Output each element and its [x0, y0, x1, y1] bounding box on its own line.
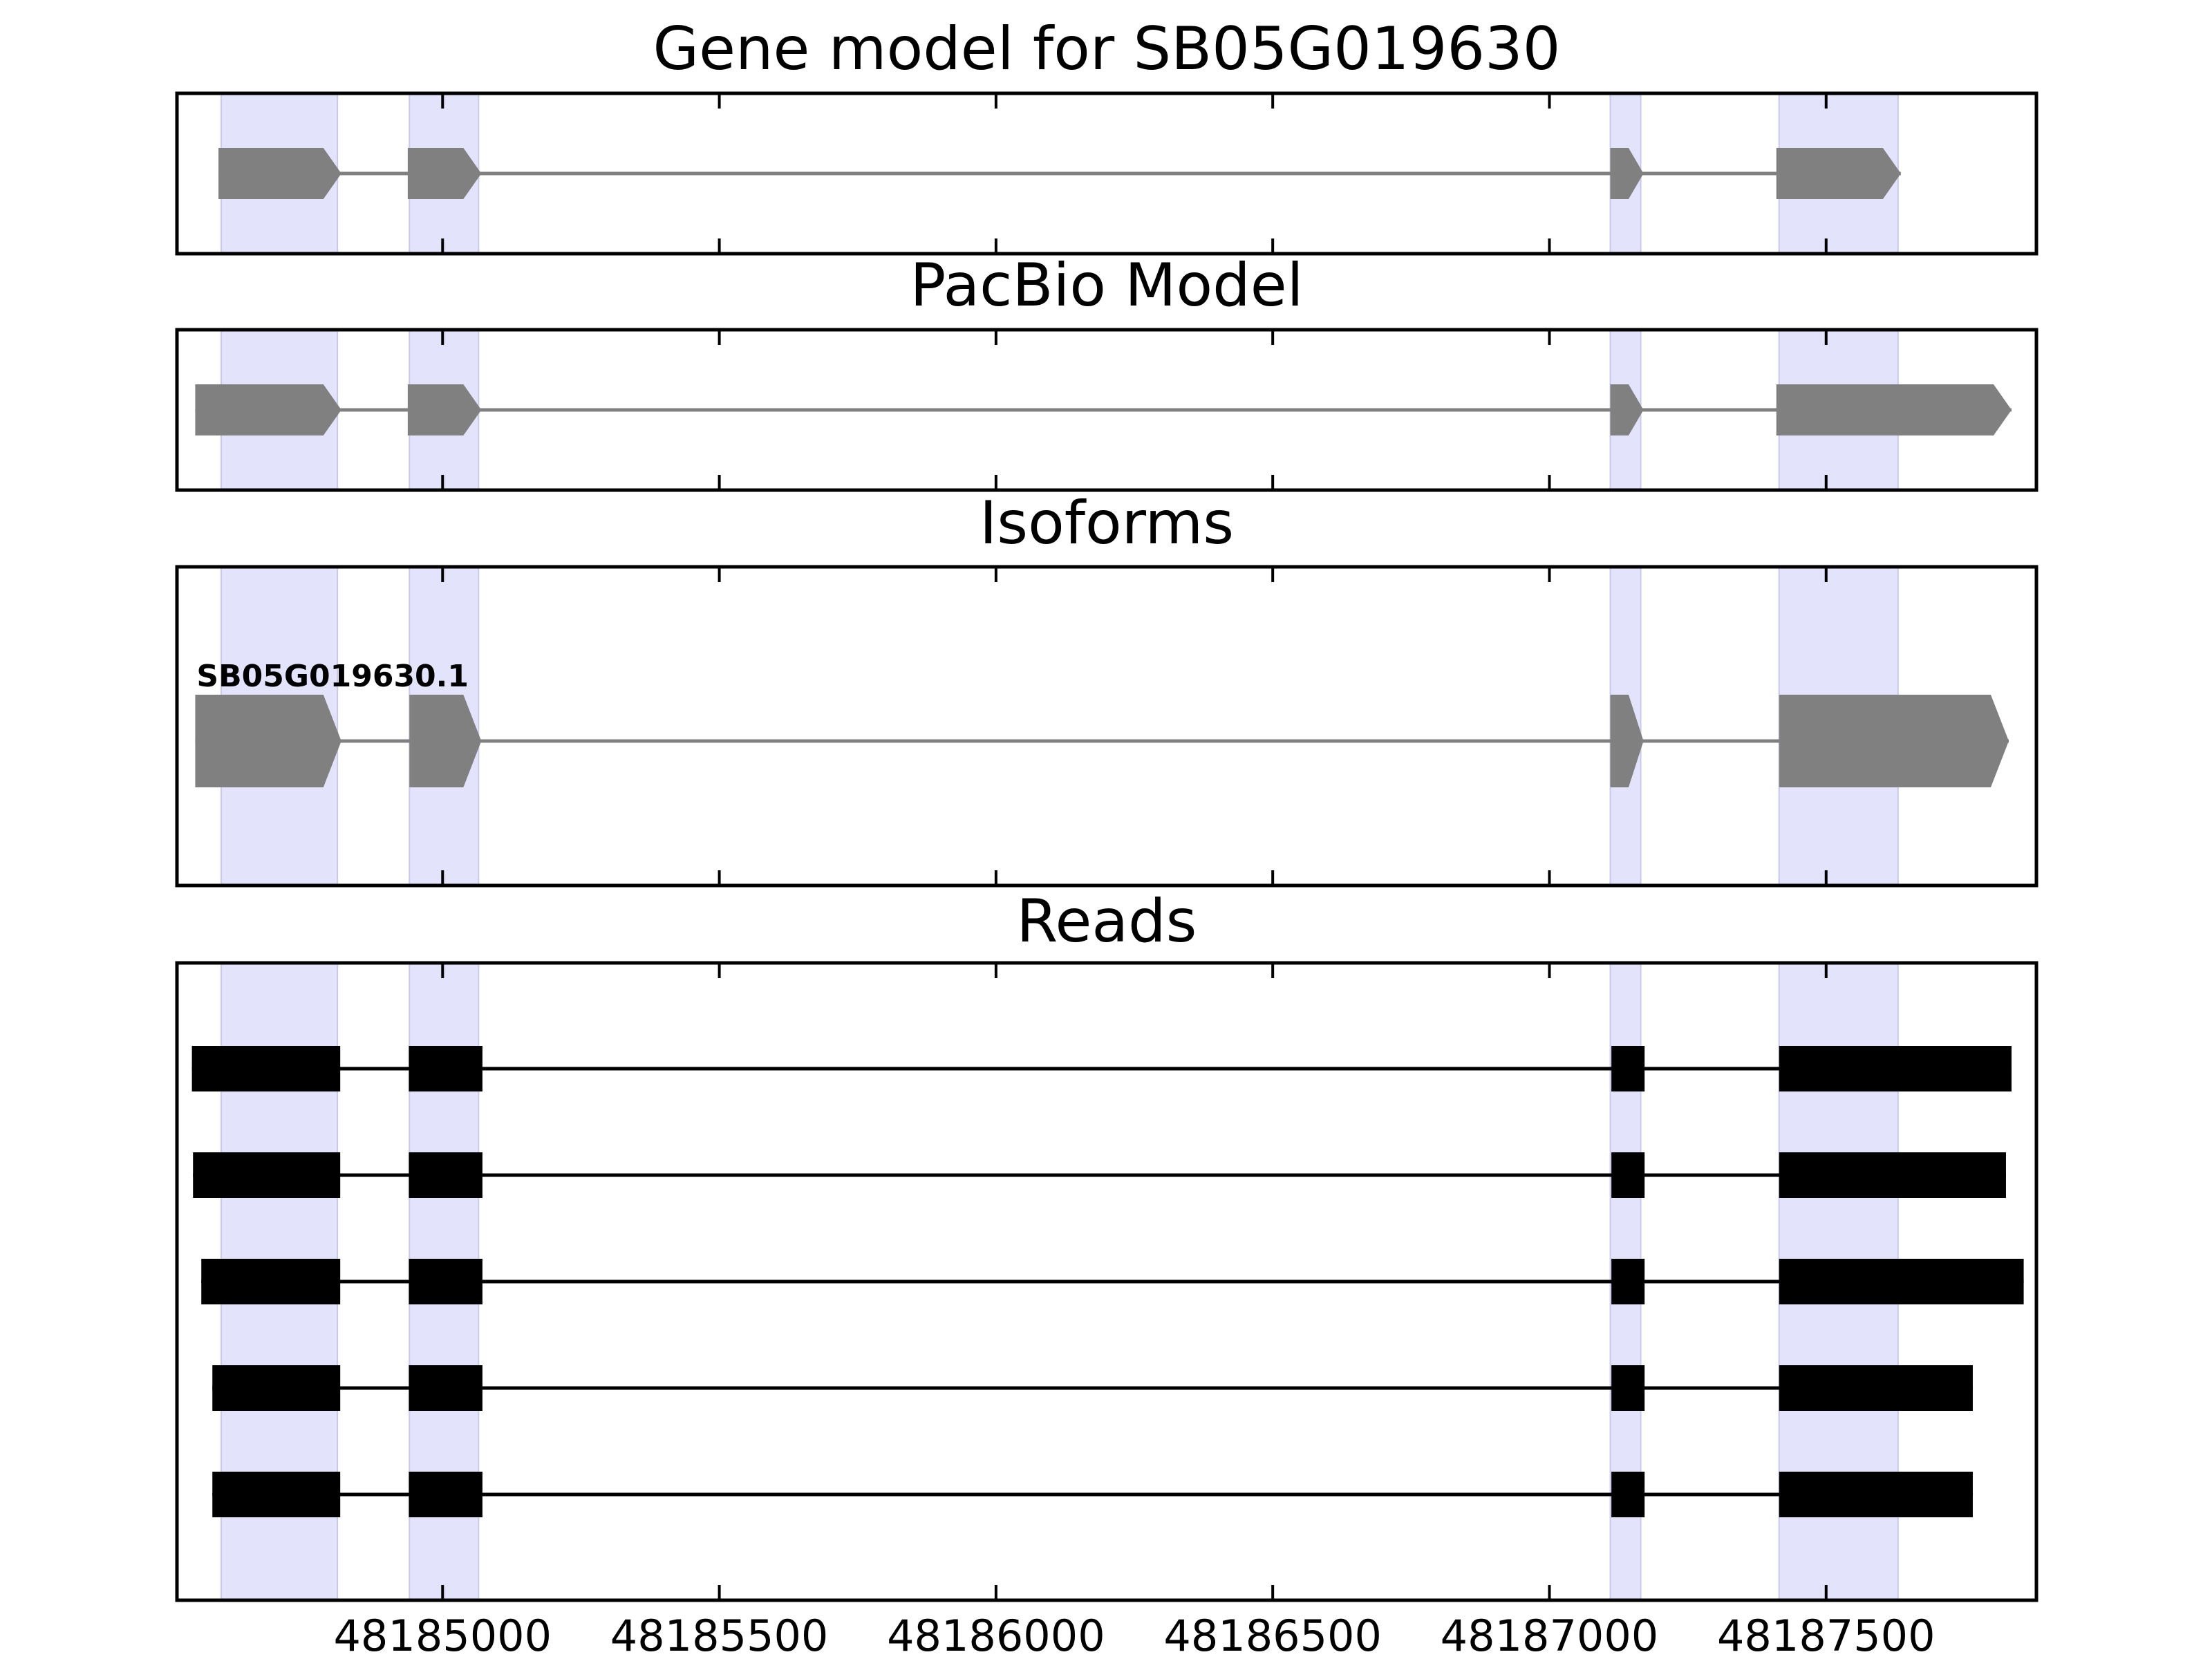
exon-arrow — [1779, 695, 2009, 787]
read-exon — [1779, 1046, 2012, 1091]
x-tick-label: 48186500 — [1163, 1611, 1382, 1659]
read-exon — [193, 1152, 341, 1198]
exon-arrow — [409, 695, 482, 787]
read-exon — [1611, 1046, 1645, 1091]
exon-arrow — [195, 695, 341, 787]
exon-arrow — [407, 148, 482, 199]
read-exon — [1779, 1472, 1973, 1517]
x-tick-label: 48186000 — [887, 1611, 1105, 1659]
read-track — [212, 1472, 1973, 1517]
x-tick-label: 48187500 — [1717, 1611, 1936, 1659]
exon-arrow — [407, 384, 482, 435]
exon-arrow — [1610, 695, 1644, 787]
read-exon — [1611, 1472, 1645, 1517]
read-track — [193, 1152, 2006, 1198]
isoform-label: SB05G019630.1 — [196, 659, 469, 694]
exon-arrow — [195, 384, 341, 435]
exon-arrow — [1776, 148, 1901, 199]
read-exon — [212, 1365, 341, 1411]
x-tick-label: 48187000 — [1441, 1611, 1659, 1659]
read-track — [191, 1046, 2012, 1091]
panel-frame — [175, 328, 2038, 492]
read-exon — [1779, 1365, 1973, 1411]
panel-frame — [175, 565, 2038, 888]
read-exon — [409, 1259, 482, 1304]
read-track — [212, 1365, 1973, 1411]
read-exon — [1779, 1259, 2024, 1304]
read-exon — [409, 1046, 482, 1091]
read-track — [201, 1259, 2024, 1304]
x-tick-label: 48185500 — [610, 1611, 829, 1659]
read-exon — [1611, 1152, 1645, 1198]
panel-title: Gene model for SB05G019630 — [653, 15, 1561, 84]
read-exon — [409, 1472, 482, 1517]
read-exon — [201, 1259, 341, 1304]
panel-title: Reads — [1017, 887, 1197, 956]
model-track: SB05G019630.1 — [195, 659, 2009, 787]
panel-isoforms: Isoforms SB05G019630.1 — [175, 489, 2038, 888]
panel-frame — [175, 961, 2038, 1602]
read-exon — [1779, 1152, 2006, 1198]
exon-arrow — [218, 148, 341, 199]
panel-pacbio: PacBio Model — [175, 251, 2038, 492]
panel-title: PacBio Model — [910, 251, 1303, 320]
panel-title: Isoforms — [980, 489, 1234, 558]
read-exon — [1611, 1365, 1645, 1411]
exon-arrow — [1610, 148, 1644, 199]
exon-arrow — [1610, 384, 1644, 435]
panel-gene_model: Gene model for SB05G019630 — [175, 15, 2038, 256]
model-track — [195, 384, 2012, 435]
read-exon — [212, 1472, 341, 1517]
panel-frame — [175, 91, 2038, 256]
read-exon — [1611, 1259, 1645, 1304]
read-exon — [409, 1365, 482, 1411]
x-axis: 48185000 48185500 48186000 48186500 48187000… — [333, 1611, 1935, 1659]
panel-reads: Reads — [175, 887, 2038, 1602]
exon-arrow — [1776, 384, 2012, 435]
read-exon — [191, 1046, 341, 1091]
read-exon — [409, 1152, 482, 1198]
x-tick-label: 48185000 — [333, 1611, 552, 1659]
model-track — [218, 148, 1901, 199]
